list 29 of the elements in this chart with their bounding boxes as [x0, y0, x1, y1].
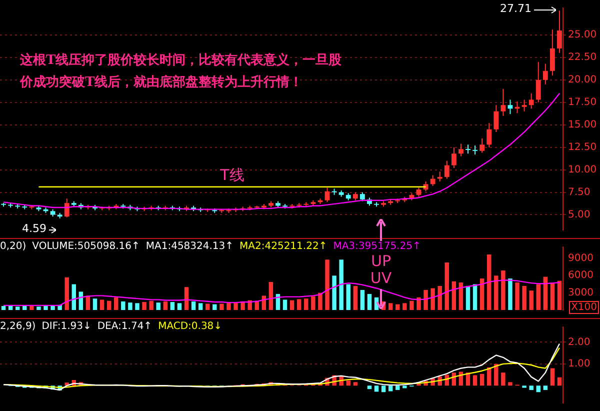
annotation: 这根T线压抑了股价较长时间，比较有代表意义，一旦股价成功突破T线后，就由底部盘整转为上升行情！ [20, 52, 343, 92]
annotation: UP UV [369, 252, 393, 287]
y-tick-label: 25.00 [568, 30, 597, 41]
annotation: 0,20) [0, 241, 26, 252]
y-tick-label: 12.50 [568, 142, 597, 153]
annotation: DIF:1.93↓ [42, 321, 92, 332]
y-tick-label: 3000 [568, 287, 594, 298]
y-tick-label: 17.50 [568, 96, 597, 108]
y-axis-title: X100 [569, 301, 599, 314]
series-label: T线 [219, 166, 244, 184]
annotation: VOLUME:505098.16↑ [32, 241, 140, 252]
y-tick-label: 22.50 [568, 52, 597, 64]
annotation: MA3:395175.25↑ [333, 241, 421, 252]
annotation: 27.71 [500, 2, 532, 15]
annotation: MACD:0.38↓ [158, 321, 222, 332]
y-tick-label: 1.00 [568, 358, 590, 370]
y-tick-label: 2.00 [568, 336, 590, 348]
annotation: 4.59 [22, 222, 46, 235]
annotation: MA1:458324.13↑ [146, 241, 234, 252]
y-tick-label: 6000 [568, 270, 594, 282]
y-tick-label: 20.00 [568, 74, 597, 86]
y-tick-label: 10.00 [568, 164, 597, 176]
annotation: DEA:1.74↑ [97, 321, 152, 332]
y-tick-label: 5.00 [568, 209, 590, 220]
y-tick-label: 7.50 [568, 186, 590, 198]
y-tick-label: 15.00 [568, 119, 597, 130]
y-tick-label: 9000 [568, 253, 594, 264]
annotation: MA2:425211.22↑ [240, 241, 328, 252]
annotation: 2,26,9) [0, 321, 36, 332]
